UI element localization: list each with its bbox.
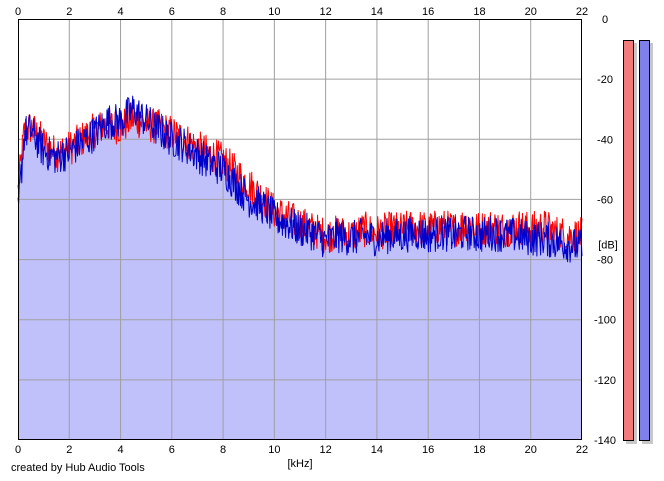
x-tick-label-top: 10 xyxy=(268,6,280,18)
x-tick-label-bottom: 0 xyxy=(15,444,21,456)
x-tick-label-top: 0 xyxy=(15,6,21,18)
right-channel-level-meter xyxy=(639,40,650,441)
x-tick-label-bottom: 10 xyxy=(268,444,280,456)
right-channel-trace xyxy=(17,95,583,263)
spectrum-fill-area xyxy=(18,96,582,441)
y-tick-label: -60 xyxy=(597,194,613,206)
y-axis-label: [dB] xyxy=(598,240,618,252)
y-tick-label: -20 xyxy=(597,74,613,86)
series-group xyxy=(17,95,583,263)
x-tick-label-top: 4 xyxy=(117,6,123,18)
x-ticks-bottom: 0 2 4 6 8 10 12 14 16 18 20 22 xyxy=(15,444,588,456)
x-tick-label-bottom: 18 xyxy=(473,444,485,456)
left-channel-level-meter xyxy=(623,40,634,441)
y-tick-label: -40 xyxy=(597,134,613,146)
x-tick-label-bottom: 12 xyxy=(320,444,332,456)
x-axis-label: [kHz] xyxy=(287,458,312,470)
x-tick-label-top: 20 xyxy=(525,6,537,18)
x-tick-label-bottom: 6 xyxy=(169,444,175,456)
y-tick-label: -80 xyxy=(597,255,613,267)
x-tick-label-top: 6 xyxy=(169,6,175,18)
x-tick-label-top: 14 xyxy=(371,6,383,18)
y-tick-label: -120 xyxy=(594,375,616,387)
x-tick-label-bottom: 2 xyxy=(66,444,72,456)
x-tick-label-top: 8 xyxy=(220,6,226,18)
x-ticks-top: 0 2 4 6 8 10 12 14 16 18 20 22 xyxy=(15,6,588,18)
x-tick-label-bottom: 22 xyxy=(576,444,588,456)
x-tick-label-top: 18 xyxy=(473,6,485,18)
x-tick-label-bottom: 8 xyxy=(220,444,226,456)
y-tick-label: 0 xyxy=(602,14,608,26)
x-tick-label-top: 16 xyxy=(422,6,434,18)
x-tick-label-top: 22 xyxy=(576,6,588,18)
x-tick-label-bottom: 14 xyxy=(371,444,383,456)
y-ticks-right: 0 -20 -40 -60 -80 -100 -120 -140 xyxy=(594,14,616,447)
x-tick-label-bottom: 16 xyxy=(422,444,434,456)
plot-frame xyxy=(18,19,582,440)
credit-text: created by Hub Audio Tools xyxy=(11,462,145,474)
x-tick-label-top: 2 xyxy=(66,6,72,18)
x-tick-label-bottom: 20 xyxy=(525,444,537,456)
y-tick-label: -140 xyxy=(594,435,616,447)
x-tick-label-bottom: 4 xyxy=(117,444,123,456)
y-tick-label: -100 xyxy=(594,315,616,327)
x-tick-label-top: 12 xyxy=(320,6,332,18)
